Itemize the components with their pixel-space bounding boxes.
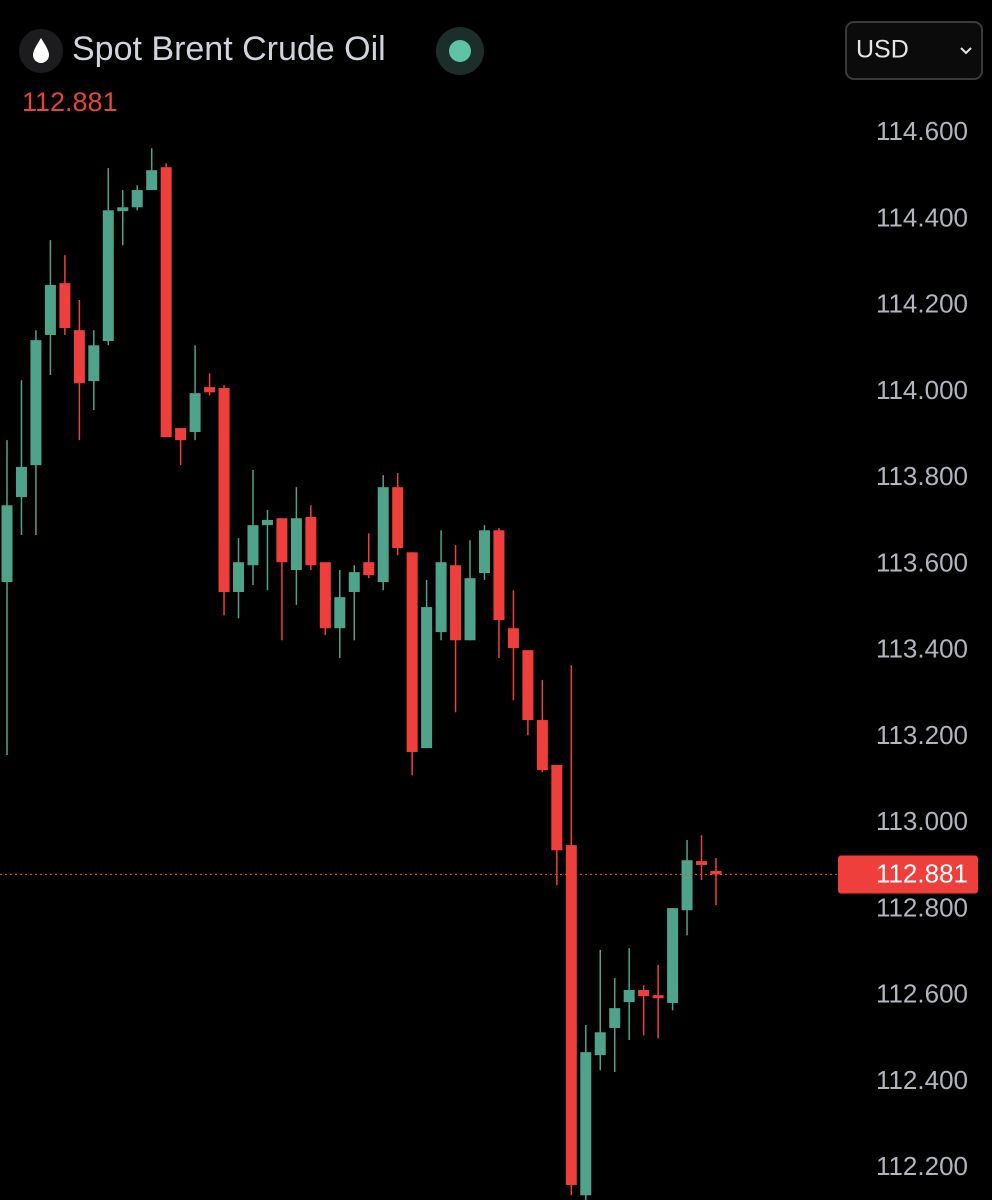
candle-body bbox=[204, 387, 216, 393]
candle-body bbox=[667, 908, 679, 1003]
candle-body bbox=[117, 207, 129, 212]
candle-body bbox=[1, 505, 13, 583]
status-dot bbox=[449, 40, 471, 62]
y-tick-label: 113.200 bbox=[876, 720, 968, 750]
candle-body bbox=[348, 572, 360, 592]
candle-body bbox=[59, 283, 71, 329]
chart-title: Spot Brent Crude Oil bbox=[72, 30, 386, 68]
candle-body bbox=[681, 860, 693, 911]
price-tag bbox=[838, 855, 978, 894]
candle-body bbox=[247, 525, 259, 566]
candle-body bbox=[233, 562, 245, 592]
y-tick-label: 112.400 bbox=[876, 1065, 968, 1095]
candle-body bbox=[406, 552, 418, 752]
y-tick-label: 113.400 bbox=[876, 634, 968, 664]
y-tick-label: 113.000 bbox=[876, 806, 968, 836]
candle-body bbox=[276, 518, 288, 563]
candle-body bbox=[131, 190, 143, 208]
y-tick-label: 112.600 bbox=[876, 979, 968, 1009]
y-tick-label: 114.600 bbox=[876, 116, 968, 146]
candle-body bbox=[623, 990, 635, 1003]
currency-select[interactable]: USD bbox=[845, 21, 983, 80]
y-tick-label: 113.600 bbox=[876, 547, 968, 577]
candle-body bbox=[551, 764, 563, 851]
oil-drop-icon bbox=[33, 38, 49, 63]
candle-body bbox=[464, 578, 476, 641]
currency-box[interactable] bbox=[845, 21, 983, 80]
candle-body bbox=[261, 519, 273, 526]
candle-body bbox=[146, 170, 158, 191]
candle-body bbox=[218, 387, 230, 592]
candle-body bbox=[435, 562, 447, 633]
candle-body bbox=[334, 597, 346, 629]
candle-body bbox=[507, 628, 519, 649]
candle-body bbox=[536, 720, 548, 771]
candle-body bbox=[377, 487, 389, 583]
candle-body bbox=[609, 1008, 621, 1028]
y-tick-label: 113.800 bbox=[876, 461, 968, 491]
candle-body bbox=[696, 861, 708, 865]
candle-body bbox=[319, 562, 331, 629]
candle-body bbox=[450, 565, 462, 641]
candle-body bbox=[652, 995, 664, 999]
candle-body bbox=[175, 428, 187, 441]
candle-body bbox=[594, 1032, 606, 1056]
candle-body bbox=[580, 1052, 592, 1196]
candle-body bbox=[189, 393, 201, 432]
candle-body bbox=[710, 870, 722, 875]
candle-body bbox=[493, 530, 505, 621]
candle-body bbox=[392, 487, 404, 548]
candle-body bbox=[73, 330, 85, 384]
candle-body bbox=[290, 518, 302, 570]
y-tick-label: 114.400 bbox=[876, 202, 968, 232]
y-tick-label: 114.200 bbox=[876, 289, 968, 319]
y-tick-label: 112.200 bbox=[876, 1151, 968, 1181]
currency-label[interactable]: USD bbox=[856, 36, 909, 64]
candle-body bbox=[15, 466, 27, 498]
candle-body bbox=[44, 284, 56, 335]
y-tick-label: 112.800 bbox=[876, 892, 968, 922]
candle-body bbox=[363, 562, 375, 576]
candle-body bbox=[102, 210, 114, 341]
candle-body bbox=[88, 345, 100, 382]
y-tick-label: 114.000 bbox=[876, 375, 968, 405]
chevron[interactable] bbox=[960, 47, 972, 55]
price-tag-label: 112.881 bbox=[876, 858, 968, 888]
candle-body bbox=[421, 607, 433, 749]
candle-body bbox=[478, 530, 490, 573]
candle-body bbox=[160, 167, 172, 438]
candle-body bbox=[522, 650, 534, 721]
candle-body bbox=[565, 845, 577, 1185]
candle-body bbox=[638, 990, 650, 997]
candle-body bbox=[305, 516, 317, 566]
header-price: 112.881 bbox=[22, 87, 118, 117]
candle-body bbox=[30, 340, 42, 466]
